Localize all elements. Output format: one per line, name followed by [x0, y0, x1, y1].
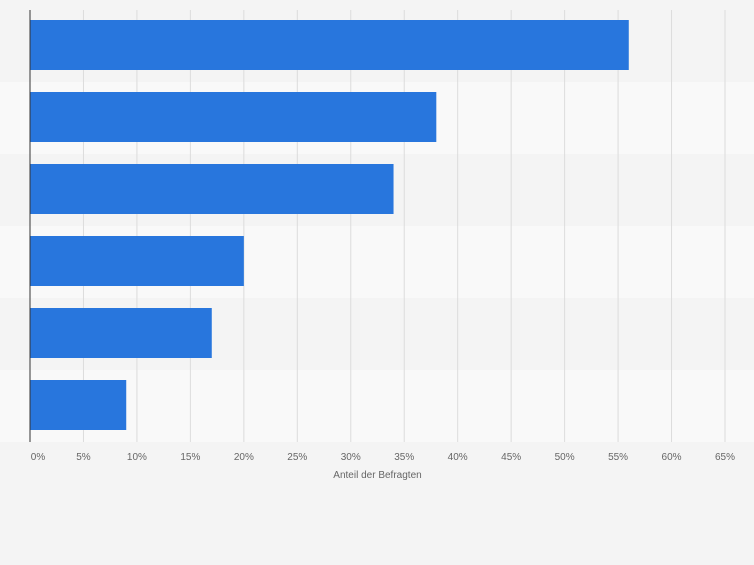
x-tick-label: 10% [127, 452, 147, 463]
x-tick-label: 65% [715, 452, 735, 463]
x-tick-label: 50% [555, 452, 575, 463]
x-tick-label: 45% [501, 452, 521, 463]
x-tick-label: 40% [448, 452, 468, 463]
x-tick-label: 20% [234, 452, 254, 463]
bars [30, 20, 629, 430]
gridlines [82, 10, 726, 442]
x-tick-labels: 0% 5% 10% 15% 20% 25% 30% 35% 40% 45% 50% 55% 60% 65% [31, 452, 735, 463]
x-tick-label: 55% [608, 452, 628, 463]
bar[interactable] [30, 92, 437, 142]
bar[interactable] [30, 380, 127, 430]
x-tick-label: 25% [287, 452, 307, 463]
bar[interactable] [30, 236, 244, 286]
bar[interactable] [30, 20, 629, 70]
row-bands [0, 10, 754, 442]
x-axis-title: Anteil der Befragten [333, 470, 421, 481]
x-tick-label: 35% [394, 452, 414, 463]
x-tick-label: 60% [662, 452, 682, 463]
x-tick-label: 30% [341, 452, 361, 463]
x-tick-label: 15% [180, 452, 200, 463]
bar[interactable] [30, 164, 394, 214]
x-tick-label: 5% [76, 452, 91, 463]
bar[interactable] [30, 308, 212, 358]
x-tick-label: 0% [31, 452, 46, 463]
